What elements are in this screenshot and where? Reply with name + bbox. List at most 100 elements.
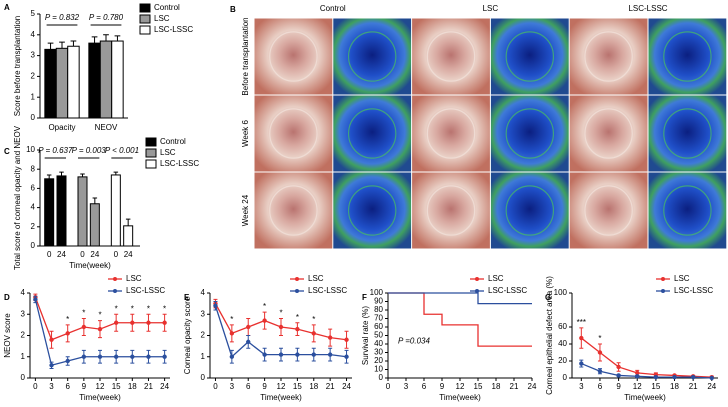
legend-label: Control bbox=[154, 3, 180, 12]
x-axis-label: Time(week) bbox=[79, 393, 121, 402]
legend-swatch bbox=[145, 137, 157, 147]
panel-letter: D bbox=[4, 293, 10, 302]
eye-photo bbox=[648, 172, 727, 249]
point bbox=[33, 297, 38, 302]
x-tick-label: 0 bbox=[114, 250, 119, 259]
bar bbox=[88, 42, 101, 119]
x-tick-label: 24 bbox=[124, 250, 133, 259]
point bbox=[81, 324, 87, 330]
point bbox=[311, 352, 316, 357]
survival-curve bbox=[388, 292, 532, 347]
series-line bbox=[580, 337, 712, 378]
point bbox=[344, 354, 349, 359]
y-tick-label: 90 bbox=[374, 297, 383, 306]
point bbox=[616, 373, 621, 378]
eye-photo bbox=[490, 18, 569, 95]
point bbox=[130, 320, 135, 325]
x-tick-label: 3 bbox=[404, 382, 409, 391]
x-tick-label: 24 bbox=[57, 250, 66, 259]
x-tick-label: 0 bbox=[80, 250, 85, 259]
point bbox=[81, 354, 87, 359]
bar bbox=[67, 45, 80, 119]
y-tick-label: 2 bbox=[21, 331, 26, 340]
point bbox=[162, 320, 167, 325]
x-tick-label: 24 bbox=[90, 250, 99, 259]
y-tick-label: 60 bbox=[374, 322, 383, 331]
legend-swatch bbox=[139, 3, 151, 13]
legend-marker bbox=[661, 277, 665, 281]
cornea bbox=[426, 185, 476, 236]
x-tick-label: 24 bbox=[707, 382, 716, 391]
y-tick-label: 40 bbox=[558, 339, 567, 348]
legend-marker bbox=[475, 277, 479, 281]
x-tick-label: 9 bbox=[616, 382, 621, 391]
legend-label: LSC-LSSC bbox=[154, 25, 193, 34]
y-tick-label: 0 bbox=[379, 373, 384, 382]
x-tick-label: 3 bbox=[579, 382, 584, 391]
legend-marker bbox=[661, 289, 665, 293]
legend-label: LSC-LSSC bbox=[126, 286, 165, 295]
x-tick-label: 6 bbox=[422, 382, 427, 391]
legend-label: LSC-LSSC bbox=[308, 286, 347, 295]
legend-label: LSC bbox=[488, 274, 504, 283]
cornea bbox=[269, 185, 318, 236]
row-label: Week 6 bbox=[241, 119, 250, 147]
legend-label: LSC-LSSC bbox=[488, 286, 527, 295]
bar bbox=[44, 48, 57, 119]
x-axis-label: Time(week) bbox=[624, 393, 666, 402]
legend-label: LSC bbox=[308, 274, 324, 283]
x-tick-label: 21 bbox=[144, 382, 153, 391]
eye-photo bbox=[254, 172, 333, 249]
x-tick-label: 18 bbox=[309, 382, 318, 391]
cornea bbox=[584, 108, 633, 159]
y-tick-label: 60 bbox=[558, 322, 567, 331]
y-tick-label: 10 bbox=[26, 145, 35, 154]
eye-photo bbox=[412, 18, 490, 95]
cornea bbox=[347, 108, 397, 159]
cornea bbox=[663, 185, 712, 236]
point bbox=[327, 352, 333, 357]
point bbox=[616, 364, 621, 370]
row-label: Week 24 bbox=[241, 194, 250, 226]
x-tick-label: 24 bbox=[528, 382, 537, 391]
eye-photo bbox=[412, 172, 490, 249]
point bbox=[295, 352, 300, 357]
x-tick-label: 9 bbox=[440, 382, 445, 391]
eye-photo bbox=[569, 18, 648, 95]
cornea bbox=[505, 31, 555, 82]
significance: * bbox=[598, 334, 601, 343]
y-tick-label: 20 bbox=[374, 356, 383, 365]
cornea bbox=[269, 108, 318, 159]
y-tick-label: 5 bbox=[31, 9, 36, 18]
y-tick-label: 0 bbox=[31, 113, 36, 122]
bar bbox=[89, 203, 100, 247]
y-tick-label: 1 bbox=[21, 352, 26, 361]
point bbox=[113, 320, 119, 325]
legend-marker bbox=[475, 289, 479, 293]
eye-photo bbox=[333, 95, 412, 172]
y-tick-label: 0 bbox=[201, 373, 206, 382]
legend-swatch bbox=[145, 148, 157, 158]
eye-photo bbox=[490, 95, 569, 172]
y-axis-label: Survival rate (%) bbox=[361, 306, 370, 365]
y-tick-label: 3 bbox=[21, 309, 26, 318]
point bbox=[597, 350, 603, 355]
significance: * bbox=[312, 315, 315, 324]
y-tick-label: 2 bbox=[31, 222, 36, 231]
legend-label: LSC bbox=[160, 148, 176, 157]
point bbox=[113, 354, 119, 359]
x-tick-label: 3 bbox=[230, 382, 235, 391]
point bbox=[311, 331, 316, 336]
x-tick-label: 15 bbox=[112, 382, 121, 391]
point bbox=[653, 374, 659, 380]
point bbox=[65, 331, 70, 336]
point bbox=[246, 324, 251, 330]
y-tick-label: 50 bbox=[374, 331, 383, 340]
y-tick-label: 8 bbox=[31, 164, 36, 173]
x-axis-label: Time(week) bbox=[439, 393, 481, 402]
legend-swatch bbox=[145, 159, 157, 169]
cornea bbox=[505, 185, 555, 236]
y-tick-label: 1 bbox=[31, 92, 36, 101]
x-tick-label: 0 bbox=[33, 382, 38, 391]
bar bbox=[56, 175, 67, 247]
